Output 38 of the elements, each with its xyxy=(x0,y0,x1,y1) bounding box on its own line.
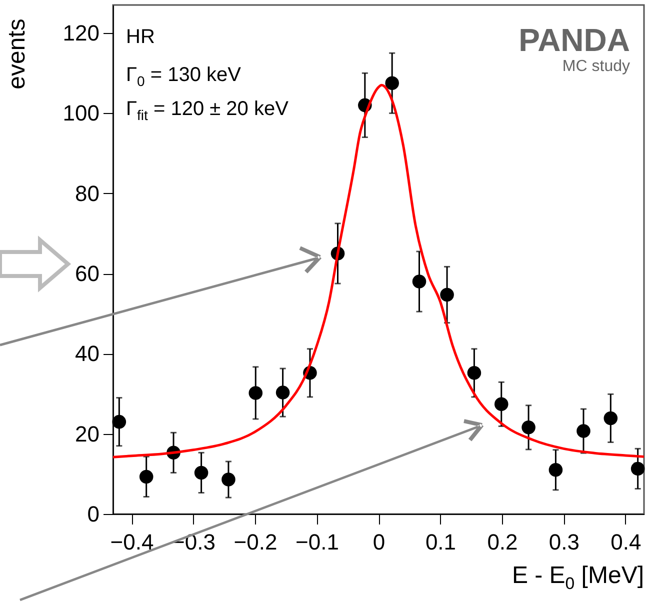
point xyxy=(440,288,454,302)
point xyxy=(276,386,290,400)
point xyxy=(630,462,645,476)
point xyxy=(139,470,154,484)
annotation: MC study xyxy=(562,58,630,76)
x-tick-label: −0.4 xyxy=(110,530,154,554)
point xyxy=(467,366,482,380)
y-tick-label: 100 xyxy=(62,100,100,126)
point xyxy=(412,274,426,288)
x-tick-label: 0.2 xyxy=(487,530,518,554)
annotation: Γ$_{fit}$ = 120 ± 20 keV xyxy=(126,98,288,123)
y-tick-label: 120 xyxy=(62,20,100,46)
y-tick-label: 40 xyxy=(75,341,100,366)
y-tick-label: 60 xyxy=(75,261,100,286)
x-tick-label: 0.1 xyxy=(425,530,456,554)
y-axis-title: events xyxy=(3,18,32,90)
point xyxy=(248,386,263,400)
annotation: HR xyxy=(126,26,155,49)
point xyxy=(112,414,126,429)
x-tick-label: −0.2 xyxy=(234,530,278,554)
point xyxy=(494,397,508,412)
x-tick-label: −0.1 xyxy=(296,530,339,554)
point xyxy=(222,472,236,486)
x-tick-label: 0.3 xyxy=(548,530,580,554)
y-tick-label: 80 xyxy=(75,180,100,206)
x-axis-title: E - E$_{0}$ [MeV] xyxy=(512,562,644,594)
point xyxy=(522,420,536,434)
point xyxy=(194,466,208,480)
annotation: PANDA xyxy=(518,22,630,59)
y-tick-label: 0 xyxy=(87,502,100,526)
y-tick-label: 20 xyxy=(75,421,100,446)
annotation: Γ$_{0}$ = 130 keV xyxy=(126,64,241,89)
point xyxy=(548,463,563,477)
point xyxy=(604,411,618,426)
x-tick-label: 0 xyxy=(372,530,386,554)
x-tick-label: 0.4 xyxy=(610,530,642,554)
point xyxy=(385,76,399,90)
point xyxy=(576,424,590,438)
